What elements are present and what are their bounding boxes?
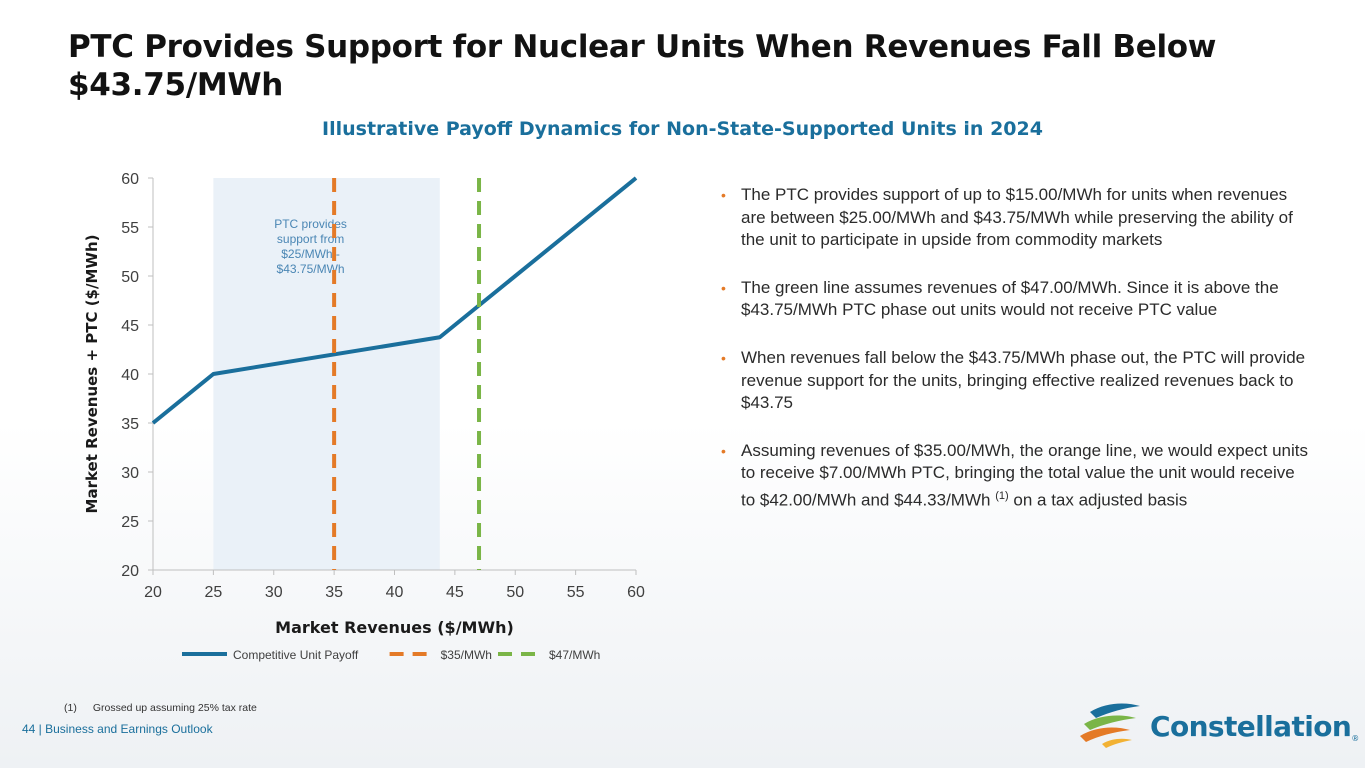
bullet-dot-icon: • <box>721 187 726 203</box>
footnote-number: (1) <box>64 702 77 714</box>
constellation-logo: Constellation® <box>1080 698 1359 748</box>
y-axis-title: Market Revenues + PTC ($/MWh) <box>83 235 101 514</box>
y-tick-label: 20 <box>121 563 139 580</box>
bullet-text: When revenues fall below the $43.75/MWh … <box>741 347 1306 413</box>
logo-swoosh-icon <box>1080 703 1140 748</box>
footnote-ref: (1) <box>995 489 1009 502</box>
band-label: support from <box>277 232 344 246</box>
bullet-item: • Assuming revenues of $35.00/MWh, the or… <box>721 440 1311 512</box>
x-tick-label: 20 <box>144 584 162 601</box>
y-tick-label: 30 <box>121 465 139 482</box>
legend-label: $47/MWh <box>549 648 600 662</box>
bullet-text: The PTC provides support of up to $15.00… <box>741 185 1293 250</box>
y-tick-label: 55 <box>121 220 139 237</box>
y-tick-label: 50 <box>121 269 139 286</box>
x-tick-label: 55 <box>567 584 585 601</box>
footnote-text: Grossed up assuming 25% tax rate <box>92 702 257 714</box>
y-tick-label: 45 <box>121 318 139 335</box>
footnote: (1) Grossed up assuming 25% tax rate <box>64 702 257 714</box>
logo-text: Constellation <box>1150 710 1352 743</box>
x-tick-label: 60 <box>627 584 645 601</box>
band-label: PTC provides <box>274 217 347 231</box>
y-tick-label: 40 <box>121 367 139 384</box>
bullet-dot-icon: • <box>721 349 726 366</box>
bullet-dot-icon: • <box>721 279 726 296</box>
y-tick-label: 25 <box>121 514 139 531</box>
x-tick-label: 45 <box>446 584 464 601</box>
chart-subtitle: Illustrative Payoff Dynamics for Non-Sta… <box>322 118 1043 140</box>
bullet-list: • The PTC provides support of up to $15.0… <box>721 184 1311 537</box>
page-title: PTC Provides Support for Nuclear Units W… <box>68 29 1217 103</box>
x-axis-title: Market Revenues ($/MWh) <box>275 618 514 637</box>
page-footer: 44 | Business and Earnings Outlook <box>22 722 213 736</box>
bullet-text: The green line assumes revenues of $47.0… <box>741 277 1279 320</box>
bullet-text: Assuming revenues of $35.00/MWh, the ora… <box>741 440 1308 510</box>
x-tick-label: 40 <box>386 584 404 601</box>
y-tick-label: 35 <box>121 416 139 433</box>
x-tick-label: 30 <box>265 584 283 601</box>
x-tick-label: 50 <box>506 584 524 601</box>
band-label: $25/MWh - <box>281 247 340 261</box>
bullet-item: • When revenues fall below the $43.75/MWh… <box>721 347 1311 415</box>
band-label: $43.75/MWh <box>277 262 345 276</box>
x-tick-label: 35 <box>325 584 343 601</box>
series-payoff-line <box>151 176 638 425</box>
x-tick-label: 25 <box>204 584 222 601</box>
ptc-support-band <box>213 178 440 570</box>
bullet-text-end: on a tax adjusted basis <box>1008 490 1188 510</box>
legend-label: Competitive Unit Payoff <box>233 648 359 662</box>
bullet-item: • The PTC provides support of up to $15.0… <box>721 184 1311 252</box>
legend-label: $35/MWh <box>441 648 492 662</box>
registered-mark: ® <box>1351 734 1359 743</box>
y-tick-label: 60 <box>121 171 139 188</box>
bullet-dot-icon: • <box>721 442 726 459</box>
bullet-item: • The green line assumes revenues of $47.… <box>721 277 1311 322</box>
